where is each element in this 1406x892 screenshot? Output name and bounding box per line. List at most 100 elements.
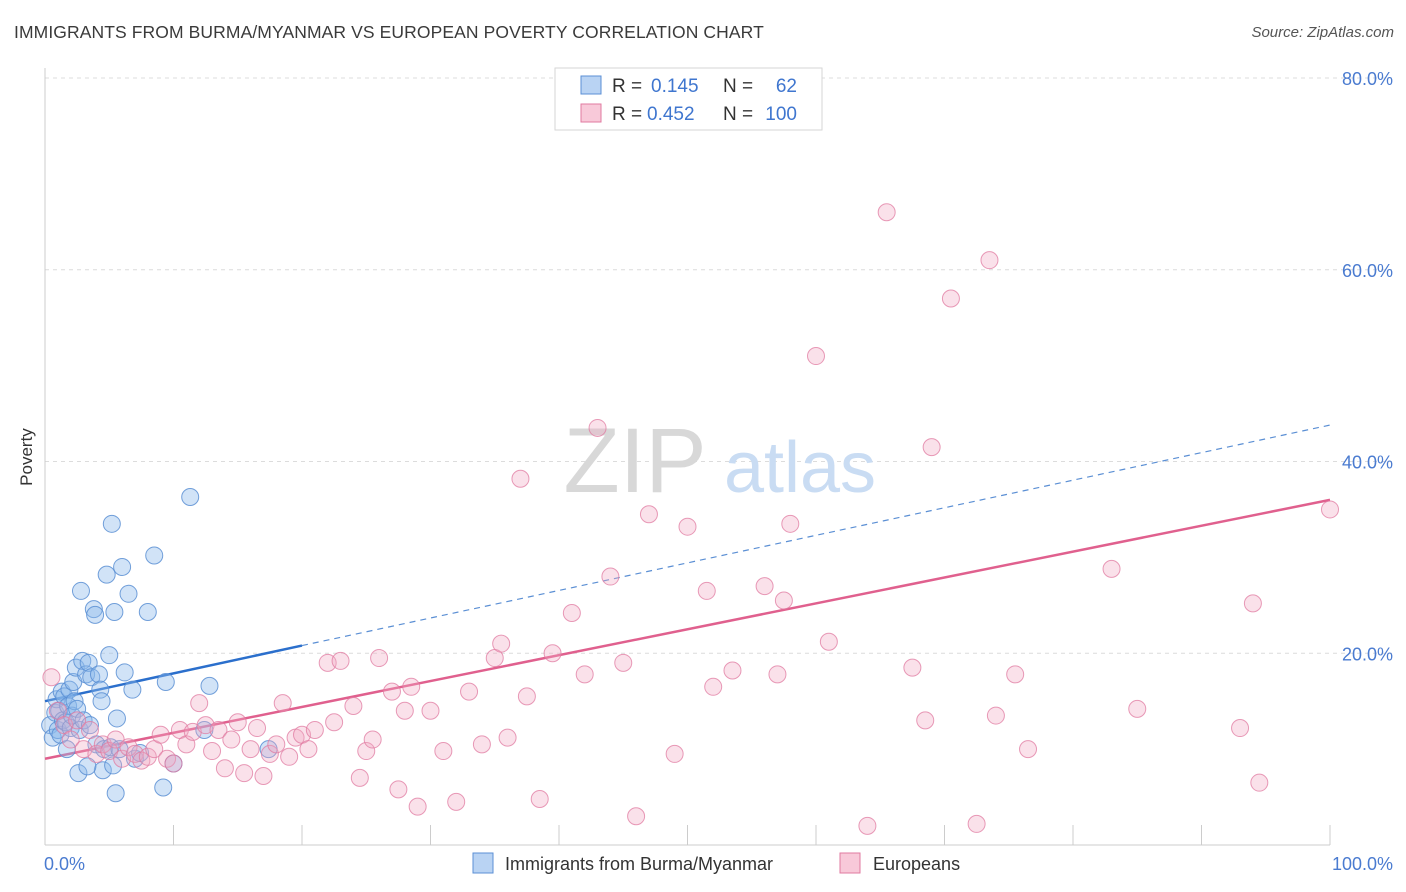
point-burma-myanmar: [69, 764, 88, 783]
legend-pink-n-value: 100: [765, 104, 797, 125]
point-europeans: [273, 694, 292, 713]
point-europeans: [903, 658, 922, 677]
point-burma-myanmar: [92, 692, 111, 711]
y-tick-label: 60.0%: [1342, 261, 1393, 281]
point-burma-myanmar: [79, 653, 98, 672]
legend-bottom-blue-label: Immigrants from Burma/Myanmar: [505, 854, 773, 874]
point-europeans: [447, 792, 466, 811]
point-burma-myanmar: [97, 565, 116, 584]
point-europeans: [588, 418, 607, 437]
point-europeans: [254, 766, 273, 785]
point-europeans: [704, 677, 723, 696]
series-pink-points: [42, 203, 1339, 835]
legend-blue-n-value: 62: [776, 76, 797, 97]
point-europeans: [222, 730, 241, 749]
point-europeans: [1243, 594, 1262, 613]
point-burma-myanmar: [93, 761, 112, 780]
point-europeans: [697, 581, 716, 600]
point-burma-myanmar: [145, 546, 164, 565]
point-europeans: [543, 644, 562, 663]
point-europeans: [774, 591, 793, 610]
point-europeans: [344, 696, 363, 715]
point-europeans: [916, 711, 935, 730]
point-europeans: [61, 730, 80, 749]
point-europeans: [781, 514, 800, 533]
point-europeans: [639, 505, 658, 524]
trend-line-pink: [44, 498, 1331, 760]
point-europeans: [331, 651, 350, 670]
point-europeans: [164, 754, 183, 773]
point-burma-myanmar: [105, 603, 124, 622]
point-europeans: [858, 816, 877, 835]
legend-bottom-blue-swatch: [472, 852, 494, 874]
y-axis-label: Poverty: [17, 428, 36, 486]
point-europeans: [119, 738, 138, 757]
point-europeans: [562, 603, 581, 622]
y-tick-label: 80.0%: [1342, 69, 1393, 89]
point-europeans: [402, 677, 421, 696]
point-europeans: [325, 713, 344, 732]
legend-blue-r-value: 0.145: [651, 76, 699, 97]
legend-bottom-pink-swatch: [839, 852, 861, 874]
point-burma-myanmar: [156, 673, 175, 692]
point-europeans: [357, 742, 376, 761]
point-europeans: [807, 347, 825, 366]
y-tick-label: 40.0%: [1342, 453, 1393, 473]
point-europeans: [248, 719, 267, 738]
point-europeans: [280, 747, 299, 766]
axes: [44, 68, 1331, 846]
point-burma-myanmar: [78, 757, 97, 776]
point-europeans: [215, 759, 234, 778]
legend-blue-swatch: [580, 75, 602, 95]
point-europeans: [575, 665, 594, 684]
point-europeans: [203, 742, 222, 761]
point-europeans: [80, 720, 99, 739]
point-europeans: [350, 768, 369, 787]
legend-pink-swatch: [580, 103, 602, 123]
legend-blue-n-label: N =: [723, 76, 753, 97]
point-europeans: [299, 740, 318, 759]
point-burma-myanmar: [107, 709, 126, 728]
point-burma-myanmar: [200, 676, 219, 695]
point-europeans: [395, 701, 414, 720]
point-burma-myanmar: [106, 784, 125, 803]
point-europeans: [517, 687, 536, 706]
point-europeans: [241, 740, 260, 759]
legend-bottom-pink-label: Europeans: [873, 854, 960, 874]
x-tick-label-max: 100.0%: [1332, 854, 1393, 874]
point-burma-myanmar: [104, 756, 123, 775]
point-europeans: [819, 632, 838, 651]
point-europeans: [434, 742, 453, 761]
point-burma-myanmar: [138, 603, 157, 622]
point-europeans: [267, 735, 286, 754]
source-label: Source: ZipAtlas.com: [1251, 24, 1394, 41]
point-burma-myanmar: [119, 584, 138, 603]
point-europeans: [370, 649, 389, 668]
point-europeans: [723, 661, 742, 680]
point-burma-myanmar: [71, 581, 90, 600]
point-burma-myanmar: [86, 605, 105, 624]
trend-lines: [44, 424, 1331, 760]
point-europeans: [305, 720, 324, 739]
point-burma-myanmar: [77, 665, 96, 684]
y-tick-label: 20.0%: [1342, 644, 1393, 664]
point-europeans: [472, 735, 491, 754]
y-tick-labels: 20.0% 40.0% 60.0% 80.0%: [1342, 69, 1393, 664]
point-europeans: [209, 720, 228, 739]
point-europeans: [363, 730, 382, 749]
grid-lines: [45, 77, 1392, 654]
point-europeans: [511, 469, 530, 488]
point-europeans: [498, 728, 517, 747]
point-burma-myanmar: [84, 600, 103, 619]
point-europeans: [42, 668, 61, 687]
chart-title: IMMIGRANTS FROM BURMA/MYANMAR VS EUROPEA…: [14, 22, 764, 42]
point-europeans: [941, 289, 960, 308]
point-europeans: [986, 706, 1005, 725]
legend-pink-r-label: R =: [612, 104, 642, 125]
point-europeans: [1250, 773, 1269, 792]
point-europeans: [151, 725, 170, 744]
legend-bottom: Immigrants from Burma/Myanmar Europeans: [472, 852, 960, 874]
point-burma-myanmar: [154, 778, 173, 797]
point-europeans: [1128, 699, 1147, 718]
